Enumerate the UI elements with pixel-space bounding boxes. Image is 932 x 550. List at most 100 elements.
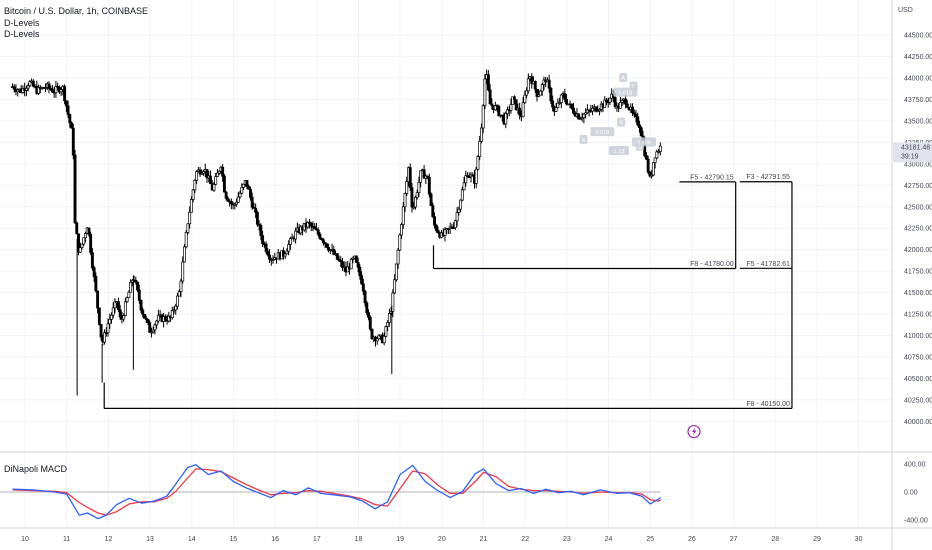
- candle[interactable]: [405, 181, 409, 194]
- candle[interactable]: [572, 107, 575, 114]
- candle[interactable]: [476, 156, 480, 170]
- candle[interactable]: [233, 203, 237, 206]
- candle[interactable]: [624, 98, 628, 105]
- candle[interactable]: [563, 93, 567, 100]
- candle[interactable]: [346, 266, 350, 273]
- candle[interactable]: [294, 230, 298, 240]
- candle[interactable]: [488, 89, 492, 105]
- candle[interactable]: [73, 154, 77, 224]
- candle[interactable]: [116, 301, 120, 311]
- candle[interactable]: [415, 192, 419, 198]
- candle[interactable]: [393, 279, 397, 294]
- candle[interactable]: [537, 94, 541, 97]
- candle[interactable]: [360, 275, 364, 285]
- candle[interactable]: [259, 225, 263, 236]
- candle[interactable]: [384, 326, 388, 337]
- indicator-label-2[interactable]: D-Levels: [4, 29, 40, 39]
- candle[interactable]: [156, 314, 160, 322]
- candle[interactable]: [431, 205, 435, 217]
- currency-label[interactable]: USD: [898, 7, 913, 14]
- candle[interactable]: [365, 302, 369, 314]
- candle[interactable]: [176, 295, 179, 307]
- candle[interactable]: [361, 283, 365, 292]
- candle[interactable]: [205, 169, 209, 179]
- candle[interactable]: [356, 262, 360, 268]
- candle[interactable]: [26, 85, 30, 89]
- candle[interactable]: [523, 94, 527, 104]
- candle[interactable]: [657, 151, 661, 153]
- candle[interactable]: [248, 188, 252, 198]
- candle[interactable]: [554, 107, 558, 112]
- candle[interactable]: [368, 316, 372, 330]
- candle[interactable]: [585, 109, 589, 114]
- candle[interactable]: [49, 87, 53, 90]
- candle[interactable]: [96, 290, 100, 309]
- candle[interactable]: [125, 297, 129, 303]
- candle[interactable]: [518, 107, 522, 116]
- candle[interactable]: [486, 74, 490, 91]
- candle[interactable]: [16, 89, 20, 93]
- candle[interactable]: [559, 94, 563, 103]
- candle[interactable]: [551, 100, 555, 108]
- candle[interactable]: [188, 211, 192, 225]
- candle[interactable]: [104, 332, 108, 334]
- candle[interactable]: [191, 189, 195, 200]
- candle[interactable]: [453, 220, 457, 229]
- candle[interactable]: [646, 158, 650, 173]
- candle[interactable]: [462, 182, 466, 191]
- candle[interactable]: [639, 127, 643, 137]
- candle[interactable]: [459, 199, 463, 210]
- candle[interactable]: [82, 237, 86, 245]
- candle[interactable]: [535, 88, 539, 97]
- candle[interactable]: [235, 201, 238, 205]
- candle[interactable]: [198, 169, 202, 175]
- candle[interactable]: [261, 235, 265, 244]
- symbol-title[interactable]: Bitcoin / U.S. Dollar, 1h, COINBASE: [4, 6, 149, 16]
- candle[interactable]: [651, 162, 655, 176]
- candle[interactable]: [242, 183, 245, 188]
- candle[interactable]: [429, 193, 433, 207]
- candle[interactable]: [209, 175, 212, 185]
- candle[interactable]: [512, 96, 516, 101]
- candle[interactable]: [504, 113, 508, 125]
- candle[interactable]: [596, 110, 600, 113]
- candle[interactable]: [417, 181, 421, 194]
- candle[interactable]: [511, 96, 515, 105]
- candle[interactable]: [478, 140, 482, 157]
- candle[interactable]: [325, 243, 329, 248]
- candle[interactable]: [339, 260, 343, 263]
- candle[interactable]: [212, 183, 216, 191]
- candle[interactable]: [634, 113, 638, 118]
- candle[interactable]: [238, 192, 242, 198]
- candle[interactable]: [648, 171, 652, 177]
- candle[interactable]: [285, 250, 289, 255]
- candle[interactable]: [314, 228, 318, 231]
- candle[interactable]: [68, 114, 72, 124]
- candle[interactable]: [149, 331, 153, 334]
- candle[interactable]: [547, 79, 551, 89]
- candle[interactable]: [335, 253, 339, 260]
- candle[interactable]: [222, 175, 226, 193]
- candle[interactable]: [337, 258, 341, 261]
- candle[interactable]: [582, 113, 586, 119]
- candle[interactable]: [580, 117, 584, 120]
- candle[interactable]: [71, 127, 75, 156]
- candle[interactable]: [148, 322, 152, 333]
- candle[interactable]: [59, 89, 63, 93]
- candle[interactable]: [539, 90, 542, 96]
- candle[interactable]: [605, 99, 608, 103]
- candle[interactable]: [281, 250, 285, 257]
- candle[interactable]: [179, 280, 183, 293]
- candle[interactable]: [266, 251, 270, 256]
- candle[interactable]: [419, 170, 423, 183]
- candle[interactable]: [103, 332, 107, 343]
- candle[interactable]: [202, 171, 205, 174]
- candle[interactable]: [577, 113, 581, 120]
- candle[interactable]: [245, 180, 249, 187]
- candle[interactable]: [97, 307, 101, 325]
- candle[interactable]: [136, 281, 140, 291]
- candle[interactable]: [631, 106, 634, 113]
- candle[interactable]: [316, 229, 320, 235]
- candle[interactable]: [391, 292, 395, 312]
